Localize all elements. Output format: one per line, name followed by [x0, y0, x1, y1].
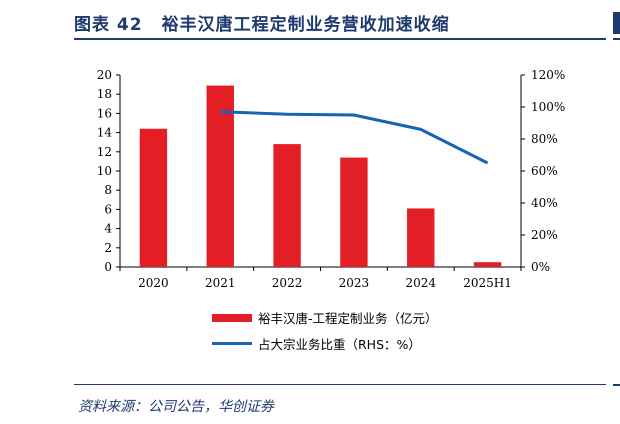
- y-right-tick-label: 100%: [531, 100, 565, 114]
- x-tick-label: 2023: [339, 276, 370, 290]
- legend-item-line: 占大宗业务比重（RHS：%）: [212, 334, 421, 353]
- x-tick-label: 2022: [272, 276, 303, 290]
- figure-title: 图表 42 裕丰汉唐工程定制业务营收加速收缩: [74, 10, 450, 36]
- y-right-tick-label: 20%: [531, 228, 558, 242]
- title-divider: [74, 38, 606, 40]
- y-right-tick-label: 80%: [531, 132, 558, 146]
- bar: [473, 262, 502, 267]
- y-left-tick-label: 2: [104, 241, 112, 255]
- edge-mark: [613, 12, 620, 34]
- edge-divider-bottom: [613, 384, 620, 386]
- y-left-tick-label: 18: [97, 87, 112, 101]
- bar: [340, 157, 368, 267]
- edge-divider-top: [613, 38, 620, 40]
- y-right-tick-label: 60%: [531, 164, 558, 178]
- legend-swatch-bar: [212, 313, 252, 322]
- y-left-tick-label: 20: [97, 68, 112, 82]
- y-left-tick-label: 0: [104, 260, 112, 274]
- bar: [206, 85, 234, 267]
- legend-label-bar: 裕丰汉唐-工程定制业务（亿元）: [258, 311, 438, 326]
- share-line: [220, 110, 489, 165]
- figure-label: 图表 42: [74, 15, 143, 35]
- y-right-tick-label: 40%: [531, 196, 558, 210]
- bar: [407, 208, 435, 267]
- y-right-tick-label: 0%: [531, 260, 550, 274]
- bar: [139, 128, 168, 267]
- legend-swatch-line: [212, 342, 252, 345]
- x-tick-label: 2024: [405, 276, 436, 290]
- y-left-tick-label: 14: [97, 126, 113, 140]
- bottom-divider: [74, 384, 606, 385]
- y-left-tick-label: 12: [97, 145, 112, 159]
- x-tick-label: 2021: [205, 276, 236, 290]
- y-left-tick-label: 10: [97, 164, 112, 178]
- y-left-tick-label: 8: [104, 183, 112, 197]
- x-tick-label: 2025H1: [463, 276, 512, 290]
- chart-title: 裕丰汉唐工程定制业务营收加速收缩: [161, 15, 450, 35]
- x-tick-label: 2020: [138, 276, 169, 290]
- y-left-tick-label: 4: [104, 222, 112, 236]
- legend-item-bar: 裕丰汉唐-工程定制业务（亿元）: [212, 308, 438, 327]
- y-left-tick-label: 16: [97, 106, 112, 120]
- legend-label-line: 占大宗业务比重（RHS：%）: [258, 337, 421, 352]
- y-right-tick-label: 120%: [531, 68, 565, 82]
- y-left-tick-label: 6: [104, 202, 112, 216]
- bar: [273, 144, 301, 267]
- source-note: 资料来源：公司公告，华创证券: [78, 399, 274, 415]
